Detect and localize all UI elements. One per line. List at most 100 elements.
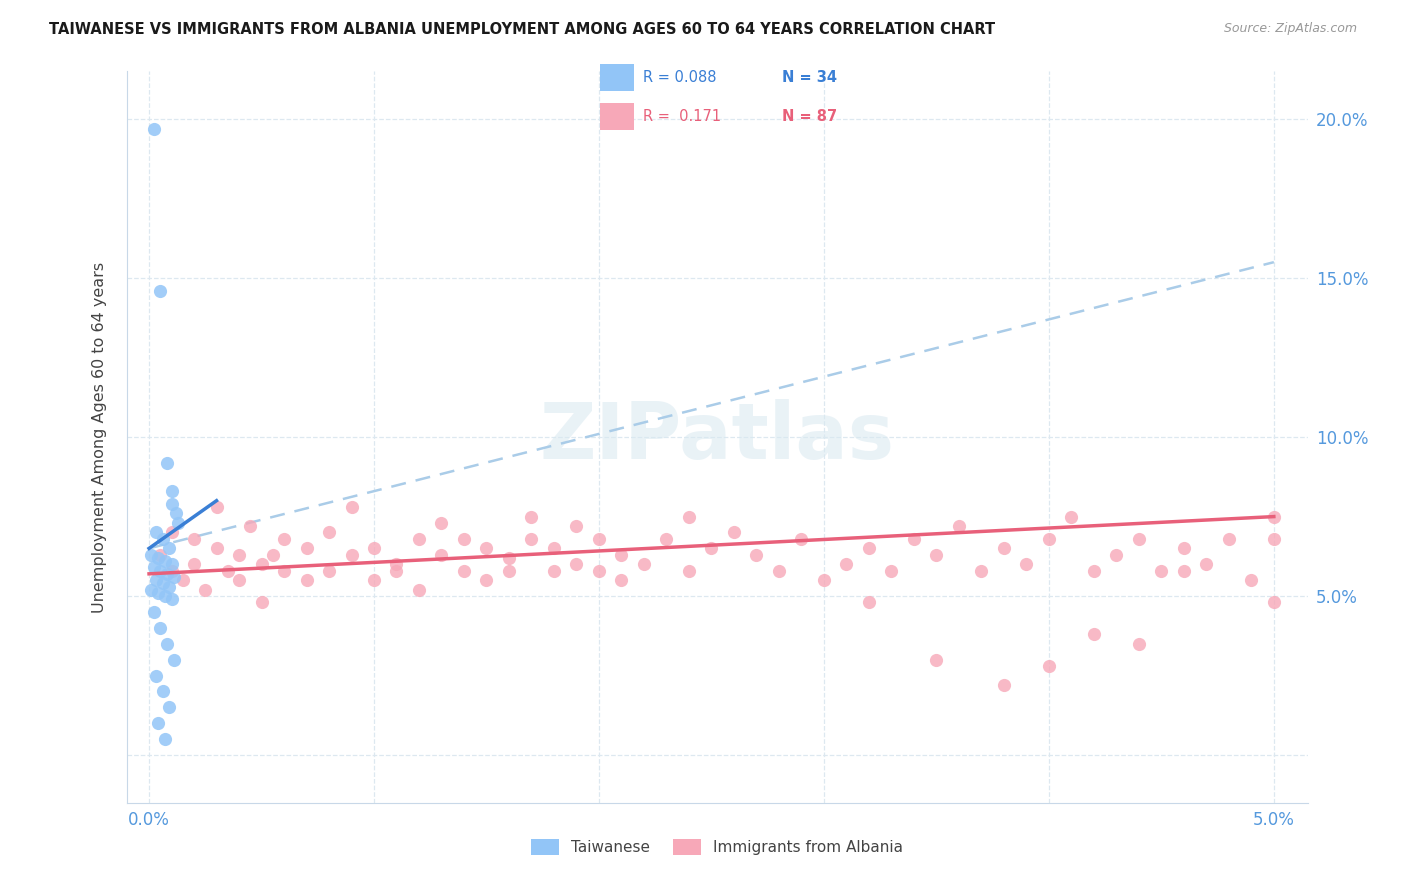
Point [141,548,163,562]
FancyBboxPatch shape [600,63,634,91]
Point [790,532,813,546]
Point [1038,532,1060,546]
Point [1173,541,1195,556]
Point [1060,509,1083,524]
FancyBboxPatch shape [600,103,634,130]
Point [156,637,179,651]
Point [172,573,194,587]
Point [153,554,176,568]
Point [1263,532,1285,546]
Point [655,532,678,546]
Point [141,582,163,597]
Point [146,550,169,565]
Point [295,573,318,587]
Point [858,595,880,609]
Point [925,548,948,562]
Point [262,548,284,562]
Point [167,516,190,530]
Point [165,507,187,521]
Point [149,564,172,578]
Point [1105,548,1128,562]
Point [142,605,165,619]
Text: N = 87: N = 87 [782,109,838,124]
Point [318,564,340,578]
Point [475,541,498,556]
Point [363,573,385,587]
Point [430,548,453,562]
Point [1150,564,1173,578]
Point [385,564,408,578]
Point [163,570,186,584]
Point [588,532,610,546]
Point [142,560,165,574]
Point [948,519,970,533]
Point [1263,595,1285,609]
Point [183,532,205,546]
Point [1038,659,1060,673]
Point [610,573,633,587]
Point [543,564,565,578]
Point [1015,558,1038,572]
Point [1083,564,1105,578]
Point [453,532,475,546]
Point [835,558,858,572]
Point [145,573,167,587]
Point [543,541,565,556]
Point [228,548,250,562]
Point [408,582,430,597]
Point [453,564,475,578]
Point [813,573,835,587]
Point [993,678,1015,692]
Point [160,525,183,540]
Point [678,509,700,524]
Point [295,541,318,556]
Point [745,548,768,562]
Point [156,566,179,581]
Point [565,519,588,533]
Text: N = 34: N = 34 [782,70,838,85]
Point [157,700,180,714]
Text: TAIWANESE VS IMMIGRANTS FROM ALBANIA UNEMPLOYMENT AMONG AGES 60 TO 64 YEARS CORR: TAIWANESE VS IMMIGRANTS FROM ALBANIA UNE… [49,22,995,37]
Point [156,456,179,470]
Point [183,558,205,572]
Point [880,564,903,578]
Point [250,558,273,572]
Point [157,580,180,594]
Point [149,621,172,635]
Point [217,564,239,578]
Point [228,573,250,587]
Point [768,564,790,578]
Point [723,525,745,540]
Text: R = 0.088: R = 0.088 [643,70,717,85]
Point [153,589,176,603]
Point [153,732,176,747]
Point [385,558,408,572]
Point [1218,532,1240,546]
Point [157,541,180,556]
Point [205,541,228,556]
Text: Source: ZipAtlas.com: Source: ZipAtlas.com [1223,22,1357,36]
Point [1195,558,1218,572]
Point [858,541,880,556]
Point [194,582,217,597]
Point [152,576,174,591]
Point [160,484,183,499]
Point [160,592,183,607]
Point [610,548,633,562]
Point [678,564,700,578]
Point [273,532,295,546]
Point [250,595,273,609]
Point [993,541,1015,556]
Point [145,668,167,682]
Point [520,509,543,524]
Point [1240,573,1263,587]
Point [318,525,340,540]
Point [142,121,165,136]
Point [152,532,174,546]
Point [160,558,183,572]
Point [363,541,385,556]
Point [146,716,169,731]
Point [1128,637,1150,651]
Point [588,564,610,578]
Point [520,532,543,546]
